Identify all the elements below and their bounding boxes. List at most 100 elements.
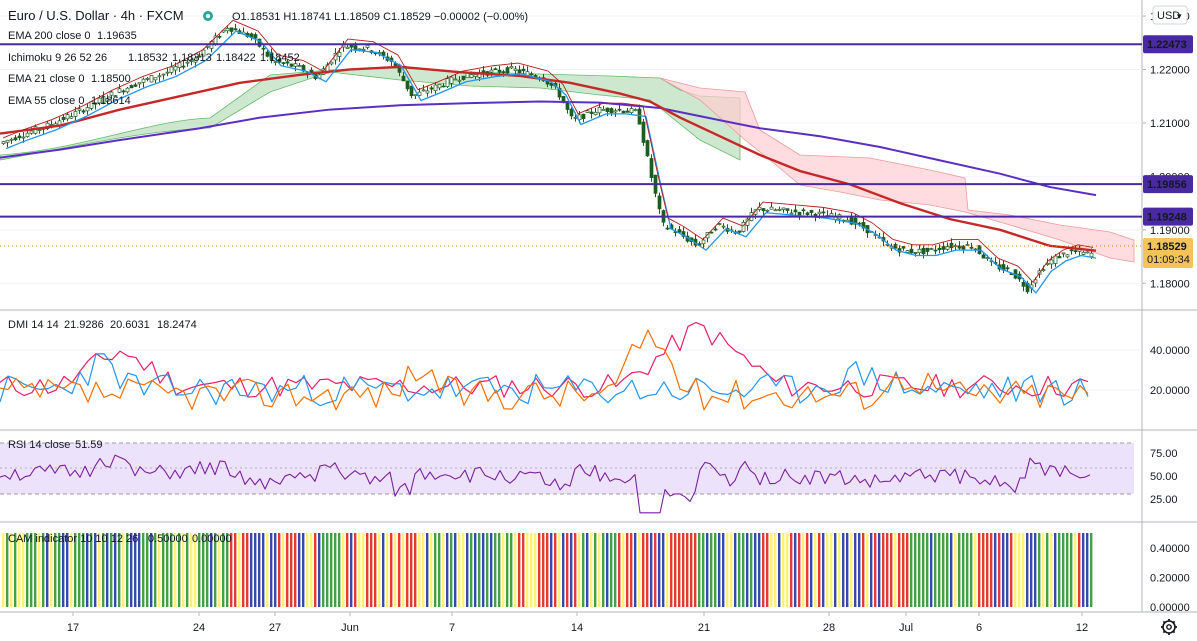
legend-dmi-v2: 20.6031: [110, 319, 150, 331]
candle-body: [489, 69, 494, 73]
legend-dmi-v3: 18.2474: [157, 319, 197, 331]
dmi-pane[interactable]: 40.0000 20.0000 DMI 14 14 21.9286 20.6031…: [0, 319, 1190, 411]
cam-bar: [170, 533, 173, 607]
cam-bar: [226, 533, 229, 607]
cam-bar: [142, 533, 145, 607]
candle-body: [401, 75, 406, 82]
legend-ema55-label[interactable]: EMA 55 close 0: [8, 95, 84, 107]
cam-bar: [426, 533, 429, 607]
cam-bar: [398, 533, 401, 607]
cam-bar: [330, 533, 333, 607]
legend-rsi-label[interactable]: RSI 14 close: [8, 439, 70, 451]
cam-bar: [10, 533, 13, 607]
cam-bar: [1078, 533, 1081, 607]
cam-bar: [542, 533, 545, 607]
candle-body: [805, 212, 810, 215]
candle-body: [13, 137, 18, 141]
candle-body: [797, 211, 802, 216]
candle-body: [265, 51, 270, 57]
candle-body: [621, 110, 626, 114]
cam-bar: [138, 533, 141, 607]
cam-bar: [706, 533, 709, 607]
cam-bar: [534, 533, 537, 607]
main-price-pane[interactable]: [0, 15, 1142, 294]
cam-bar: [458, 533, 461, 607]
cam-bar: [46, 533, 49, 607]
cam-bar: [446, 533, 449, 607]
countdown-label: 01:09:34: [1147, 254, 1190, 266]
cam-bar: [106, 533, 109, 607]
cam-bar: [638, 533, 641, 607]
cam-bar: [978, 533, 981, 607]
price-tick-label: 1.22000: [1150, 64, 1190, 76]
legend-ema21-label[interactable]: EMA 21 close 0: [8, 73, 84, 85]
cam-bar: [722, 533, 725, 607]
currency-selector[interactable]: USD ▾: [1152, 5, 1188, 25]
cam-bar: [938, 533, 941, 607]
cam-bar: [38, 533, 41, 607]
cam-bar: [418, 533, 421, 607]
time-tick-label: 6: [976, 622, 982, 634]
price-scale[interactable]: 1.230001.220001.210001.200001.190001.180…: [1142, 11, 1193, 290]
time-axis[interactable]: 17 24 27 Jun 7 14 21 28 Jul 6 12: [67, 612, 1088, 634]
cam-bar: [386, 533, 389, 607]
candle-body: [761, 208, 766, 212]
candle-body: [193, 57, 198, 63]
cam-pane[interactable]: 0.40000 0.20000 0.00000 CAM indicator 10 1…: [2, 533, 1190, 614]
candle-body: [273, 61, 278, 63]
cam-bar: [586, 533, 589, 607]
legend-cam-v2: 0.00000: [192, 533, 232, 545]
candle-body: [349, 44, 354, 48]
candle-body: [253, 34, 258, 39]
candle-body: [277, 58, 282, 63]
candle-body: [741, 221, 746, 232]
legend-cam-label[interactable]: CAM indicator 10 10 12 26: [8, 533, 138, 545]
symbol-title[interactable]: Euro / U.S. Dollar · 4h · FXCM: [8, 8, 184, 23]
cam-bar: [234, 533, 237, 607]
candle-body: [957, 245, 962, 249]
candle-body: [405, 80, 410, 90]
cam-bar: [782, 533, 785, 607]
legend-dmi-label[interactable]: DMI 14 14: [8, 319, 59, 331]
candle-body: [445, 78, 450, 88]
legend-ema200-label[interactable]: EMA 200 close 0: [8, 30, 91, 42]
cam-bar: [90, 533, 93, 607]
candle-body: [261, 47, 266, 50]
cam-bar: [402, 533, 405, 607]
cam-bar: [902, 533, 905, 607]
cam-bar: [890, 533, 893, 607]
cam-bar: [918, 533, 921, 607]
cam-bar: [74, 533, 77, 607]
gear-icon[interactable]: [1161, 619, 1177, 635]
candle-body: [1005, 267, 1010, 270]
legend-ichimoku-label[interactable]: Ichimoku 9 26 52 26: [8, 52, 107, 64]
cam-bar: [190, 533, 193, 607]
cam-bar: [686, 533, 689, 607]
cam-bar: [1082, 533, 1085, 607]
cam-bar: [186, 533, 189, 607]
cam-bar: [198, 533, 201, 607]
cam-bar: [614, 533, 617, 607]
cam-bar: [682, 533, 685, 607]
cam-bar: [478, 533, 481, 607]
rsi-pane[interactable]: 75.00 50.00 25.00 RSI 14 close 51.59: [0, 439, 1178, 514]
cam-bar: [1026, 533, 1029, 607]
cam-bar: [878, 533, 881, 607]
legend-ema21-value: 1.18500: [91, 73, 131, 85]
cam-bar: [546, 533, 549, 607]
candle-body: [361, 48, 366, 51]
cam-bar: [482, 533, 485, 607]
candle-body: [133, 84, 138, 87]
cam-bar: [942, 533, 945, 607]
cam-bar: [1038, 533, 1041, 607]
cam-bar: [430, 533, 433, 607]
cam-bar: [70, 533, 73, 607]
cam-bar: [302, 533, 305, 607]
candle-body: [765, 209, 770, 212]
candle-body: [225, 27, 230, 32]
candle-body: [1041, 269, 1046, 271]
horizontal-levels[interactable]: [0, 43, 1142, 218]
candle-body: [457, 79, 462, 82]
cam-bar: [1046, 533, 1049, 607]
